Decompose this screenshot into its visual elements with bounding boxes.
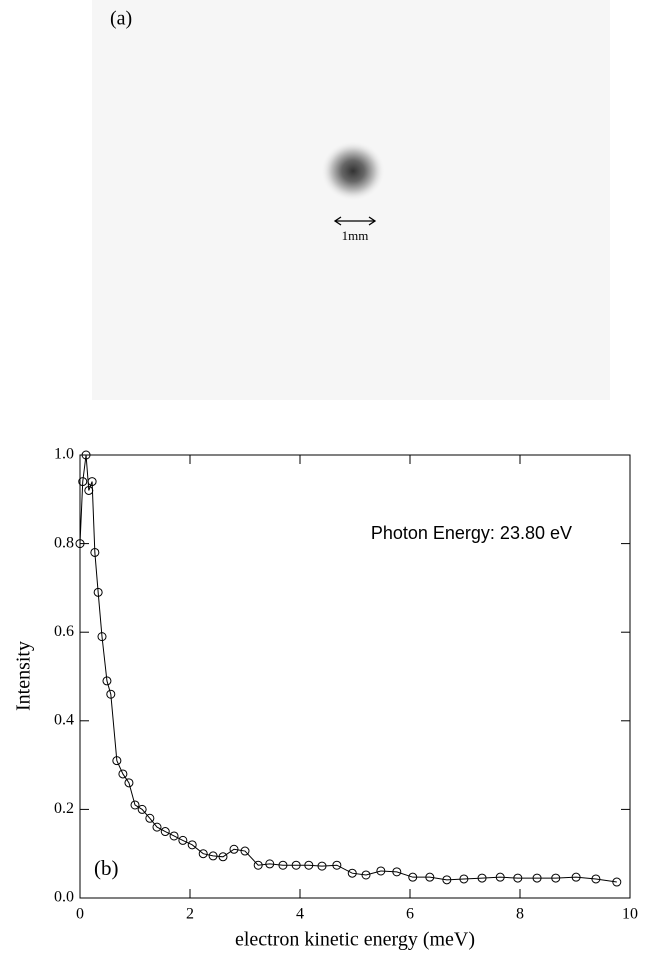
data-point [495, 872, 505, 882]
data-point [332, 860, 342, 870]
data-point [291, 860, 301, 870]
data-point [218, 852, 228, 862]
annotation: Photon Energy: 23.80 eV [371, 523, 572, 543]
data-point [178, 835, 188, 845]
data-line [79, 454, 617, 883]
data-point [265, 859, 275, 869]
data-point [278, 860, 288, 870]
y-tick-label: 1.0 [54, 446, 74, 463]
x-tick-label: 0 [76, 906, 84, 923]
data-point [84, 485, 94, 495]
plot-frame [79, 454, 631, 899]
data-point [187, 840, 197, 850]
x-tick-label: 8 [516, 906, 524, 923]
data-point [571, 872, 581, 882]
data-point [102, 676, 112, 686]
data-point [152, 822, 162, 832]
data-point [361, 870, 371, 880]
data-point [425, 872, 435, 882]
x-tick-label: 6 [406, 906, 414, 923]
electron-spot [321, 141, 385, 201]
data-point [81, 450, 91, 460]
data-point [208, 851, 218, 861]
data-point [304, 860, 314, 870]
scale-arrow [333, 216, 377, 226]
panel-label: (a) [110, 8, 132, 30]
data-point [317, 861, 327, 871]
data-point [87, 477, 97, 487]
y-tick-label: 0.0 [54, 889, 74, 906]
data-point [112, 756, 122, 766]
data-point [253, 860, 263, 870]
data-point [93, 587, 103, 597]
data-point [392, 867, 402, 877]
y-tick-label: 0.6 [54, 623, 74, 640]
y-tick-label: 0.2 [54, 800, 74, 817]
data-point [240, 846, 250, 856]
data-point [130, 800, 140, 810]
data-point [137, 804, 147, 814]
data-point [376, 866, 386, 876]
data-point [90, 547, 100, 557]
data-point [145, 813, 155, 823]
data-point [612, 877, 622, 887]
data-point [408, 872, 418, 882]
data-point [513, 873, 523, 883]
data-point [169, 831, 179, 841]
data-point [75, 539, 85, 549]
x-tick-label: 2 [186, 906, 194, 923]
data-point [551, 873, 561, 883]
scale-label: 1mm [342, 228, 369, 243]
panel-label: (b) [94, 856, 119, 880]
data-point [591, 874, 601, 884]
data-point [124, 778, 134, 788]
x-axis-label: electron kinetic energy (meV) [235, 929, 475, 951]
data-point [442, 875, 452, 885]
data-point [347, 868, 357, 878]
data-point [459, 874, 469, 884]
data-point [160, 827, 170, 837]
y-tick-label: 0.8 [54, 534, 74, 551]
data-point [118, 769, 128, 779]
data-point [198, 849, 208, 859]
x-tick-label: 10 [622, 906, 638, 923]
y-tick-label: 0.4 [54, 711, 74, 728]
y-axis-label: Intensity [13, 641, 35, 711]
data-point [477, 873, 487, 883]
data-point [106, 689, 116, 699]
data-point [78, 477, 88, 487]
data-point [532, 873, 542, 883]
data-point [229, 844, 239, 854]
data-point [97, 632, 107, 642]
x-tick-label: 4 [296, 906, 304, 923]
